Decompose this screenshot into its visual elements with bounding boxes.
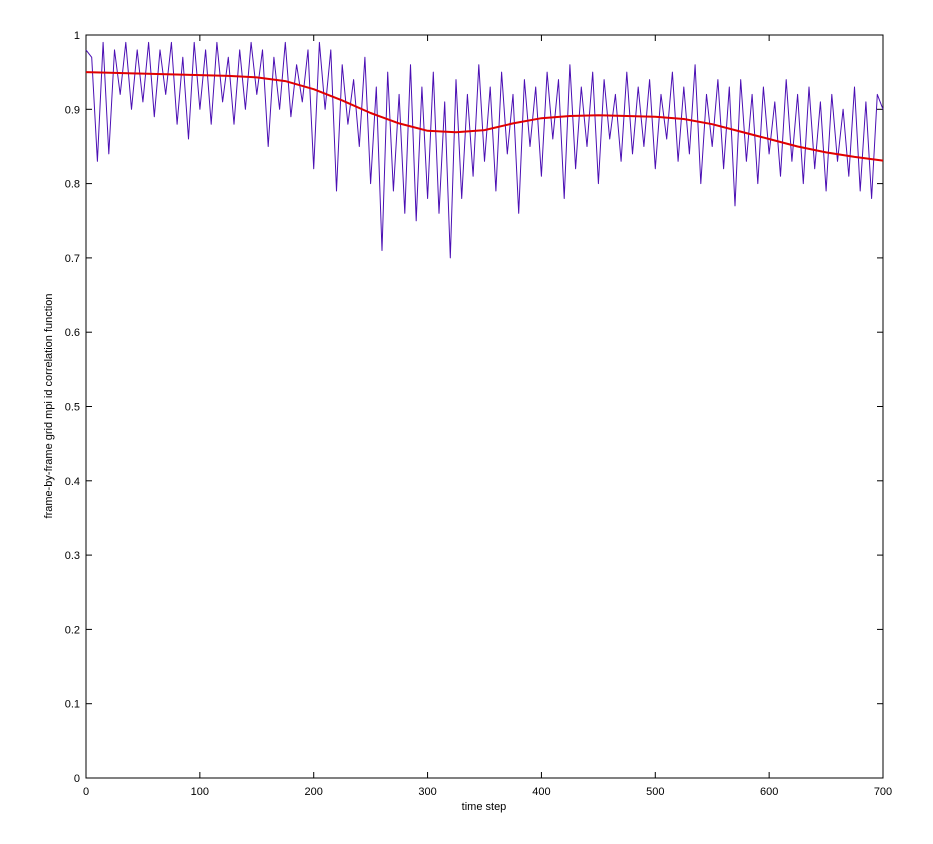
y-tick-label: 0.5 xyxy=(65,402,80,414)
correlation-series-line xyxy=(85,41,884,259)
y-tick-label: 0.7 xyxy=(65,253,80,265)
smoothed-trend-line xyxy=(85,71,884,162)
y-tick-label: 0.6 xyxy=(65,327,80,339)
y-tick-label: 0.1 xyxy=(65,699,80,711)
y-tick-label: 0.2 xyxy=(65,624,80,636)
y-tick-label: 0.3 xyxy=(65,550,80,562)
y-tick-label: 1 xyxy=(74,30,80,42)
y-tick-label: 0.8 xyxy=(65,179,80,191)
x-tick-label: 0 xyxy=(83,786,89,798)
y-tick-label: 0.4 xyxy=(65,476,80,488)
x-tick-label: 200 xyxy=(305,786,323,798)
y-axis-label: frame-by-frame grid mpi id correlation f… xyxy=(43,294,55,519)
x-tick-label: 700 xyxy=(874,786,892,798)
y-tick-label: 0 xyxy=(74,773,80,785)
data-series xyxy=(85,41,884,259)
axis-ticks: 0 100 200 300 400 500 600 700 0 0.1 0.2 0.3 0.4 0.5 0.… xyxy=(65,30,892,798)
x-tick-label: 300 xyxy=(418,786,436,798)
x-axis-label: time step xyxy=(462,801,507,813)
plot-frame xyxy=(85,34,884,779)
x-tick-label: 500 xyxy=(646,786,664,798)
x-tick-label: 400 xyxy=(532,786,550,798)
x-tick-label: 600 xyxy=(760,786,778,798)
y-tick-label: 0.9 xyxy=(65,104,80,116)
x-tick-label: 100 xyxy=(191,786,209,798)
